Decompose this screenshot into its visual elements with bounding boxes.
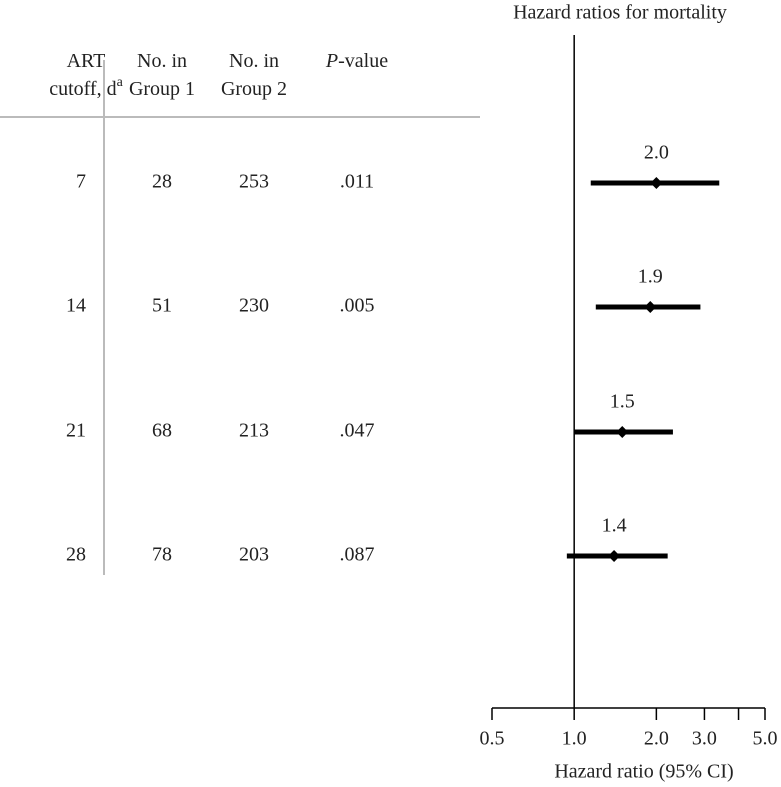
point-estimate	[608, 550, 621, 562]
point-estimate	[616, 426, 629, 438]
table-cell: .047	[340, 420, 375, 442]
table-cell: 28	[152, 171, 172, 193]
header-text: Group 2	[221, 78, 287, 100]
table-cell: .087	[340, 544, 375, 566]
column-header: No. in	[229, 50, 279, 72]
header-text: No. in	[137, 50, 187, 72]
value-label: 1.9	[638, 266, 663, 288]
point-estimate	[650, 177, 663, 189]
table-cell: 253	[239, 171, 269, 193]
table-cell: 28	[66, 544, 86, 566]
x-tick-label: 1.0	[562, 728, 587, 750]
column-header: No. in	[137, 50, 187, 72]
table-cell: 230	[239, 295, 269, 317]
column-header: Group 2	[221, 78, 287, 100]
header-text: Group 1	[129, 78, 195, 100]
column-header: ART	[67, 50, 106, 72]
chart-title: Hazard ratios for mortality	[513, 2, 727, 24]
table-cell: 7	[76, 171, 86, 193]
table-cell: .011	[340, 171, 374, 193]
table-cell: 213	[239, 420, 269, 442]
table-cell: 78	[152, 544, 172, 566]
column-header: Group 1	[129, 78, 195, 100]
header-superscript: a	[117, 75, 124, 90]
column-header: cutoff, da	[49, 75, 123, 99]
header-text: -value	[338, 50, 388, 72]
x-tick-label: 3.0	[692, 728, 717, 750]
header-text: cutoff, d	[49, 78, 116, 100]
header-text: No. in	[229, 50, 279, 72]
header-text: ART	[67, 50, 106, 72]
table-cell: 21	[66, 420, 86, 442]
table-cell: 51	[152, 295, 172, 317]
table-cell: 14	[66, 295, 86, 317]
table-cell: 68	[152, 420, 172, 442]
table-cell: .005	[340, 295, 375, 317]
x-tick-label: 5.0	[753, 728, 778, 750]
x-tick-label: 2.0	[644, 728, 669, 750]
value-label: 2.0	[644, 142, 669, 164]
value-label: 1.4	[602, 515, 627, 537]
x-tick-label: 0.5	[480, 728, 505, 750]
table-cell: 203	[239, 544, 269, 566]
column-header: P-value	[325, 50, 388, 72]
value-label: 1.5	[610, 391, 635, 413]
x-axis-label: Hazard ratio (95% CI)	[554, 761, 733, 783]
point-estimate	[644, 301, 657, 313]
header-italic: P	[325, 50, 338, 72]
